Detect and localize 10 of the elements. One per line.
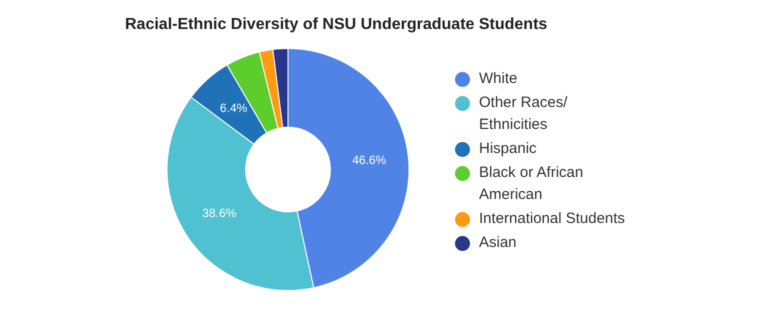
legend-label: Hispanic <box>479 139 538 159</box>
legend-label: Other Races/ Ethnicities <box>479 93 568 135</box>
legend-label: White <box>479 69 518 89</box>
legend-label: International Students <box>479 209 626 229</box>
data-label: 38.6% <box>202 206 237 220</box>
legend-label: Asian <box>479 233 518 253</box>
data-label: 6.4% <box>220 100 248 115</box>
chart-title: Racial-Ethnic Diversity of NSU Undergraduate Students <box>125 16 548 34</box>
legend-label: Black or African American <box>479 163 584 205</box>
data-label: 46.6% <box>352 153 387 168</box>
